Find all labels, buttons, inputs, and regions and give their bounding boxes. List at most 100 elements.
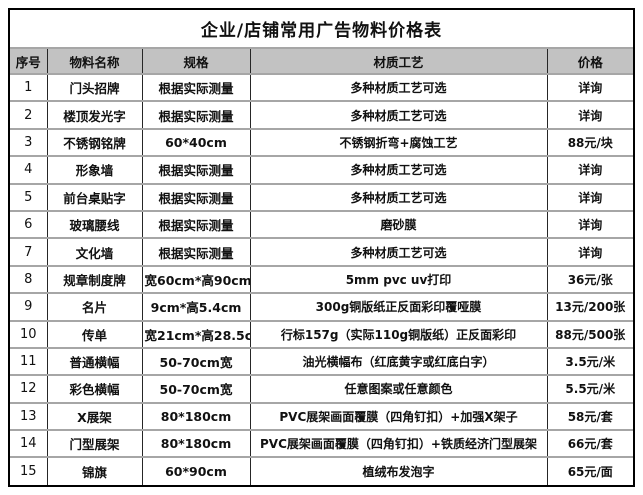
cell-price: 详询 <box>546 209 633 239</box>
cell-spec: 50-70cm宽 <box>141 374 250 403</box>
cell-name: 不锈钢铭牌 <box>46 127 142 157</box>
column-header-spec: 规格 <box>141 47 250 74</box>
cell-price: 详询 <box>546 237 633 266</box>
cell-index: 15 <box>10 456 47 485</box>
cell-material: 多种材质工艺可选 <box>249 155 547 184</box>
cell-material: 多种材质工艺可选 <box>249 72 547 102</box>
cell-index: 13 <box>10 401 47 431</box>
table-row: 12 彩色横幅 50-70cm宽 任意图案或任意颜色 5.5元/米 <box>10 374 633 403</box>
table-row: 15 锦旗 60*90cm 植绒布发泡字 65元/面 <box>10 456 633 485</box>
cell-material: 磨砂膜 <box>249 209 547 239</box>
cell-price: 66元/套 <box>546 429 633 458</box>
cell-name: X展架 <box>46 401 142 431</box>
table-row: 8 规章制度牌 宽60cm*高90cm 5mm pvc uv打印 36元/张 <box>10 264 633 294</box>
table-row: 13 X展架 80*180cm PVC展架画面覆膜（四角钉扣）+加强X架子 58… <box>10 401 633 431</box>
table-row: 9 名片 9cm*高5.4cm 300g铜版纸正反面彩印覆哑膜 13元/200张 <box>10 292 633 321</box>
cell-spec: 50-70cm宽 <box>141 346 250 376</box>
table-row: 4 形象墙 根据实际测量 多种材质工艺可选 详询 <box>10 155 633 184</box>
cell-material: 行标157g（实际110g铜版纸）正反面彩印 <box>249 319 547 348</box>
cell-material: 油光横幅布（红底黄字或红底白字） <box>249 346 547 376</box>
cell-spec: 60*90cm <box>141 456 250 485</box>
cell-spec: 60*40cm <box>141 127 250 157</box>
cell-spec: 宽60cm*高90cm <box>141 264 250 294</box>
cell-price: 13元/200张 <box>546 292 633 321</box>
cell-index: 6 <box>10 209 47 239</box>
table-row: 5 前台桌贴字 根据实际测量 多种材质工艺可选 详询 <box>10 182 633 211</box>
cell-name: 传单 <box>46 319 142 348</box>
cell-name: 锦旗 <box>46 456 142 485</box>
cell-spec: 根据实际测量 <box>141 182 250 211</box>
table-row: 7 文化墙 根据实际测量 多种材质工艺可选 详询 <box>10 237 633 266</box>
cell-spec: 根据实际测量 <box>141 155 250 184</box>
cell-name: 门型展架 <box>46 429 142 458</box>
table-row: 2 楼顶发光字 根据实际测量 多种材质工艺可选 详询 <box>10 100 633 129</box>
cell-material: PVC展架画面覆膜（四角钉扣）+加强X架子 <box>249 401 547 431</box>
cell-material: 多种材质工艺可选 <box>249 237 547 266</box>
cell-price: 详询 <box>546 100 633 129</box>
cell-material: 5mm pvc uv打印 <box>249 264 547 294</box>
cell-index: 8 <box>10 264 47 294</box>
cell-index: 14 <box>10 429 47 458</box>
cell-spec: 根据实际测量 <box>141 209 250 239</box>
page-title: 企业/店铺常用广告物料价格表 <box>10 10 633 48</box>
price-table-grid: 企业/店铺常用广告物料价格表 序号 物料名称 规格 材质工艺 价格 1 门头招牌… <box>10 10 633 485</box>
cell-index: 5 <box>10 182 47 211</box>
cell-material: 任意图案或任意颜色 <box>249 374 547 403</box>
cell-price: 详询 <box>546 155 633 184</box>
table-row: 6 玻璃腰线 根据实际测量 磨砂膜 详询 <box>10 209 633 239</box>
cell-name: 文化墙 <box>46 237 142 266</box>
cell-name: 玻璃腰线 <box>46 209 142 239</box>
cell-name: 彩色横幅 <box>46 374 142 403</box>
cell-index: 9 <box>10 292 47 321</box>
cell-price: 58元/套 <box>546 401 633 431</box>
table-row: 3 不锈钢铭牌 60*40cm 不锈钢折弯+腐蚀工艺 88元/块 <box>10 127 633 157</box>
price-table: 企业/店铺常用广告物料价格表 序号 物料名称 规格 材质工艺 价格 1 门头招牌… <box>8 8 635 487</box>
cell-name: 名片 <box>46 292 142 321</box>
cell-index: 1 <box>10 72 47 102</box>
cell-material: 不锈钢折弯+腐蚀工艺 <box>249 127 547 157</box>
cell-name: 规章制度牌 <box>46 264 142 294</box>
cell-spec: 根据实际测量 <box>141 72 250 102</box>
column-header-name: 物料名称 <box>46 47 142 74</box>
column-header-price: 价格 <box>546 47 633 74</box>
title-row: 企业/店铺常用广告物料价格表 <box>10 10 633 48</box>
cell-price: 3.5元/米 <box>546 346 633 376</box>
cell-spec: 9cm*高5.4cm <box>141 292 250 321</box>
cell-material: 多种材质工艺可选 <box>249 182 547 211</box>
cell-name: 楼顶发光字 <box>46 100 142 129</box>
cell-material: PVC展架画面覆膜（四角钉扣）+铁质经济门型展架 <box>249 429 547 458</box>
cell-price: 详询 <box>546 72 633 102</box>
cell-price: 65元/面 <box>546 456 633 485</box>
cell-index: 4 <box>10 155 47 184</box>
cell-name: 前台桌贴字 <box>46 182 142 211</box>
cell-spec: 根据实际测量 <box>141 100 250 129</box>
cell-index: 3 <box>10 127 47 157</box>
cell-price: 5.5元/米 <box>546 374 633 403</box>
cell-index: 7 <box>10 237 47 266</box>
cell-spec: 宽21cm*高28.5cm <box>141 319 250 348</box>
cell-index: 12 <box>10 374 47 403</box>
table-row: 11 普通横幅 50-70cm宽 油光横幅布（红底黄字或红底白字） 3.5元/米 <box>10 346 633 376</box>
column-header-material: 材质工艺 <box>249 47 547 74</box>
cell-index: 2 <box>10 100 47 129</box>
column-header-row: 序号 物料名称 规格 材质工艺 价格 <box>10 47 633 74</box>
cell-name: 门头招牌 <box>46 72 142 102</box>
cell-material: 300g铜版纸正反面彩印覆哑膜 <box>249 292 547 321</box>
cell-spec: 根据实际测量 <box>141 237 250 266</box>
cell-material: 植绒布发泡字 <box>249 456 547 485</box>
table-row: 1 门头招牌 根据实际测量 多种材质工艺可选 详询 <box>10 72 633 102</box>
table-row: 14 门型展架 80*180cm PVC展架画面覆膜（四角钉扣）+铁质经济门型展… <box>10 429 633 458</box>
cell-index: 10 <box>10 319 47 348</box>
cell-price: 88元/500张 <box>546 319 633 348</box>
table-row: 10 传单 宽21cm*高28.5cm 行标157g（实际110g铜版纸）正反面… <box>10 319 633 348</box>
cell-index: 11 <box>10 346 47 376</box>
cell-name: 普通横幅 <box>46 346 142 376</box>
cell-material: 多种材质工艺可选 <box>249 100 547 129</box>
column-header-index: 序号 <box>10 47 47 74</box>
cell-spec: 80*180cm <box>141 401 250 431</box>
cell-price: 88元/块 <box>546 127 633 157</box>
cell-name: 形象墙 <box>46 155 142 184</box>
cell-spec: 80*180cm <box>141 429 250 458</box>
cell-price: 36元/张 <box>546 264 633 294</box>
cell-price: 详询 <box>546 182 633 211</box>
